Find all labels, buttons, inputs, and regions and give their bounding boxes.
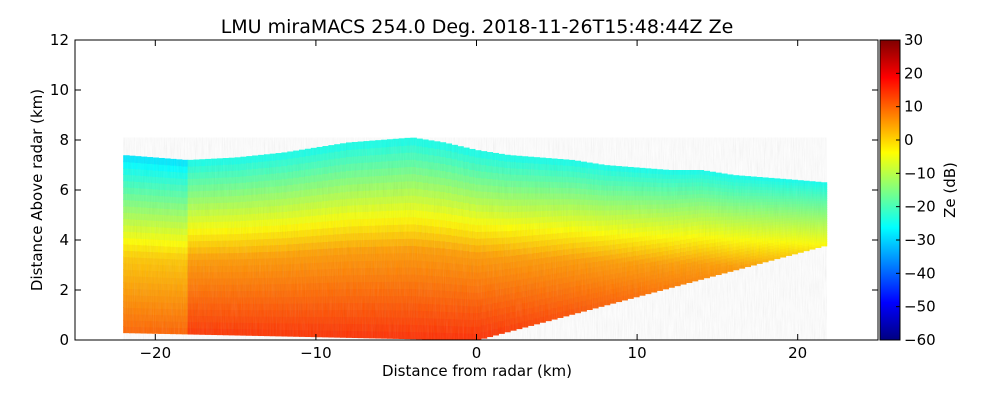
y-axis-label: Distance Above radar (km) — [28, 89, 46, 291]
colorbar: 30 20 10 0 −10 −20 −30 −40 −50 −60 Ze (dB) — [879, 31, 959, 349]
colorbar-tick-label: 10 — [904, 98, 923, 116]
plot-area — [74, 39, 879, 341]
y-tick-label: 2 — [59, 281, 69, 299]
x-tick-label: 10 — [628, 344, 647, 362]
y-tick-label: 10 — [50, 81, 69, 99]
colorbar-tick-label: −30 — [904, 231, 936, 249]
colorbar-label: Ze (dB) — [941, 162, 959, 218]
colorbar-tick-label: −60 — [904, 331, 936, 349]
x-tick-label: −20 — [139, 344, 171, 362]
y-tick-label: 6 — [59, 181, 69, 199]
y-tick-label: 8 — [59, 131, 69, 149]
colorbar-tick-label: −40 — [904, 264, 936, 282]
colorbar-tick-label: −50 — [904, 298, 936, 316]
x-axis-label: Distance from radar (km) — [382, 362, 572, 380]
chart-title: LMU miraMACS 254.0 Deg. 2018-11-26T15:48… — [221, 16, 734, 38]
x-tick-label: −10 — [300, 344, 332, 362]
y-tick-label: 0 — [59, 331, 69, 349]
x-axis: −20 −10 0 10 20 — [139, 40, 807, 362]
y-tick-label: 4 — [59, 231, 69, 249]
colorbar-tick-label: −20 — [904, 198, 936, 216]
y-axis: 0 2 4 6 8 10 12 — [50, 31, 878, 349]
x-tick-label: 20 — [788, 344, 807, 362]
colorbar-tick-label: 30 — [904, 31, 923, 49]
colorbar-tick-label: 20 — [904, 64, 923, 82]
colorbar-ticks: 30 20 10 0 −10 −20 −30 −40 −50 −60 — [896, 31, 936, 349]
y-tick-label: 12 — [50, 31, 69, 49]
colorbar-gradient — [879, 39, 901, 341]
colorbar-tick-label: 0 — [904, 131, 914, 149]
reflectivity-field — [123, 137, 828, 340]
x-tick-label: 0 — [472, 344, 482, 362]
reflectivity-texture — [123, 137, 827, 340]
colorbar-tick-label: −10 — [904, 164, 936, 182]
